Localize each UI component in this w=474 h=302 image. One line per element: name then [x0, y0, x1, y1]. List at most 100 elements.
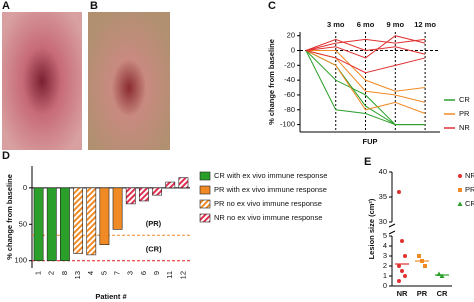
x-tick-label: 6 [139, 271, 148, 275]
legend-label: PR no ex vivo immune response [214, 199, 322, 208]
point [403, 274, 407, 278]
time-label: 12 mo [414, 20, 436, 29]
reference-label: (PR) [146, 219, 162, 228]
axis-break [388, 223, 396, 228]
line [305, 38, 426, 55]
time-label: 6 mo [357, 20, 375, 29]
legend-marker [458, 188, 462, 192]
reference-label: (CR) [146, 245, 162, 254]
panel-label: E [364, 156, 371, 168]
y-axis-label: % change from baseline [5, 174, 14, 260]
line [305, 50, 426, 126]
time-label: 3 mo [327, 20, 345, 29]
point [400, 269, 404, 273]
legend-label: PR with ex vivo immune response [214, 185, 327, 194]
y-tick-label: 5 [383, 231, 387, 240]
x-tick-label: 4 [86, 271, 95, 275]
y-tick-label: 40 [379, 167, 387, 176]
line [305, 50, 426, 74]
point [397, 264, 401, 268]
y-tick-label: 2 [383, 261, 387, 270]
bar [73, 187, 83, 254]
point [403, 254, 407, 258]
legend-label: CR [465, 199, 474, 208]
x-tick-label: 3 [126, 271, 135, 275]
y-tick-label: 0 [291, 46, 295, 55]
axis-break [388, 230, 396, 235]
x-tick-label: 9 [152, 271, 161, 275]
panel-label: B [90, 0, 98, 12]
y-tick-label: 50 [19, 219, 27, 228]
x-axis-label: Patient # [95, 292, 127, 301]
x-tick-label: 13 [73, 271, 82, 279]
bar [112, 187, 123, 230]
legend-label: PR [459, 109, 470, 118]
y-tick-label: -100 [280, 120, 295, 129]
y-tick-label: 4 [383, 241, 387, 250]
legend-label: NR [459, 123, 470, 132]
time-label: 9 mo [387, 20, 405, 29]
legend-label: CR [459, 95, 470, 104]
line [305, 50, 426, 114]
y-tick-label: 35 [379, 192, 387, 201]
point [423, 264, 427, 268]
legend-label: NR no ex vivo immune response [214, 213, 322, 222]
x-tick-label: 2 [47, 271, 56, 275]
x-tick-label: 5 [99, 271, 108, 275]
point [397, 279, 401, 283]
bar [86, 187, 97, 256]
line [305, 50, 426, 92]
y-tick-label: 100 [14, 256, 27, 265]
x-axis-label: FUP [363, 137, 378, 146]
y-tick-label: 1 [383, 271, 387, 280]
panel-label: C [268, 0, 276, 12]
y-tick-label: 3 [383, 251, 387, 260]
bar [99, 187, 110, 245]
photo [2, 12, 82, 150]
legend-marker [458, 174, 462, 178]
y-axis-label: % change from baseline [267, 39, 276, 125]
x-tick-label: 12 [178, 271, 187, 279]
legend-label: NR [465, 171, 474, 180]
y-tick-label: 0 [23, 183, 27, 192]
bar [165, 181, 176, 189]
y-tick-label: 20 [287, 31, 295, 40]
y-axis-label: Lesion size (cm²) [367, 198, 376, 259]
photo [88, 12, 170, 150]
bar [178, 177, 189, 189]
y-tick-label: 0 [383, 281, 387, 290]
x-tick-label: 11 [165, 271, 174, 279]
point [400, 239, 404, 243]
x-tick-label: 7 [113, 271, 122, 275]
legend-marker [457, 201, 463, 206]
legend-swatch [199, 171, 211, 181]
legend-swatch [199, 185, 211, 195]
y-tick-label: -20 [284, 60, 295, 69]
x-tick-label: 8 [60, 271, 69, 275]
line [305, 38, 426, 52]
bar [60, 187, 70, 262]
bar [125, 187, 136, 205]
legend-label: PR [465, 185, 474, 194]
x-tick-label: 1 [34, 271, 43, 275]
bar [33, 187, 44, 262]
x-tick-label: NR [397, 289, 408, 298]
point [397, 190, 401, 194]
legend-label: CR with ex vivo immune response [214, 171, 327, 180]
point [417, 254, 421, 258]
panel-label: D [2, 150, 10, 162]
legend-swatch [199, 213, 211, 223]
bar [46, 187, 57, 262]
point [439, 273, 445, 278]
line [305, 35, 426, 59]
x-tick-label: CR [437, 289, 448, 298]
y-tick-label: -40 [284, 75, 295, 84]
x-tick-label: PR [417, 289, 428, 298]
y-tick-label: -60 [284, 90, 295, 99]
y-tick-label: 30 [379, 217, 387, 226]
y-tick-label: -80 [284, 105, 295, 114]
panel-label: A [2, 0, 10, 12]
bar [152, 187, 162, 196]
legend-swatch [199, 199, 211, 209]
